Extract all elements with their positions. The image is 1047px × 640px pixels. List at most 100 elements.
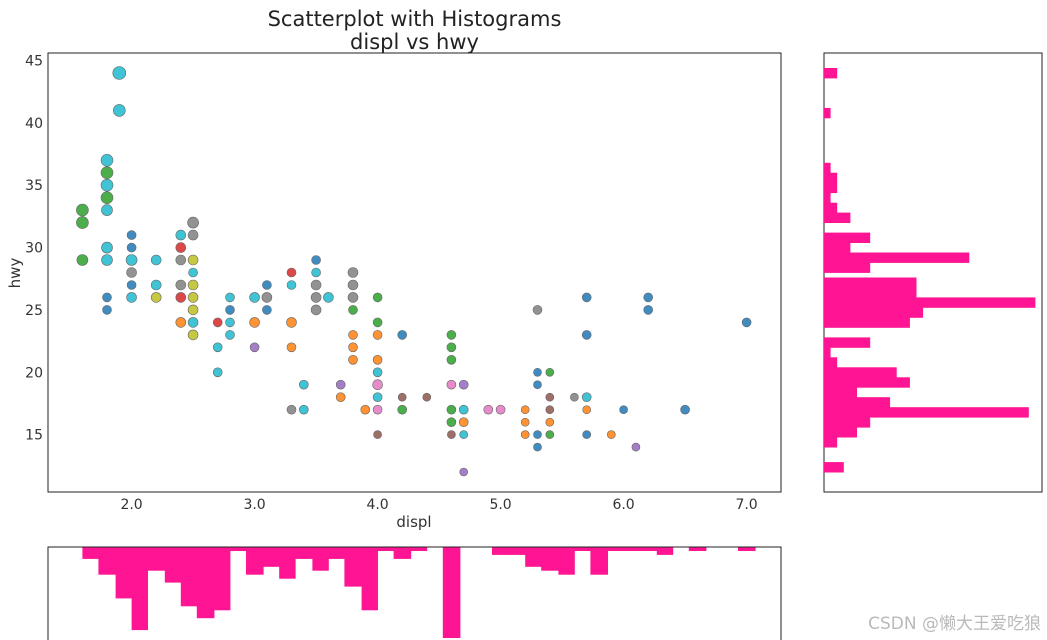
hwy-histogram-bar <box>824 407 1029 418</box>
scatter-point <box>100 166 114 179</box>
scatter-point <box>582 430 592 439</box>
scatter-point <box>631 442 641 452</box>
scatter-point <box>347 267 359 278</box>
scatter-point <box>76 216 89 229</box>
hwy-histogram-bar <box>824 462 844 473</box>
scatter-point <box>570 392 579 402</box>
scatter-point <box>76 203 89 217</box>
scatter-point <box>311 255 321 265</box>
displ-histogram-bar <box>263 547 280 567</box>
hwy-histogram-bars <box>824 68 1036 473</box>
displ-histogram-bar <box>492 547 510 555</box>
scatter-point <box>286 280 297 290</box>
hwy-histogram-bar <box>824 317 910 328</box>
scatter-point <box>126 267 137 278</box>
scatter-point <box>348 342 358 353</box>
displ-histogram-bar <box>656 547 674 555</box>
hwy-histogram-bar <box>824 182 838 194</box>
displ-histogram-bar <box>164 547 182 583</box>
scatter-point <box>372 354 383 365</box>
chart-title-line1: Scatterplot with Histograms <box>267 7 562 31</box>
scatter-point <box>581 330 592 340</box>
displ-histogram-bar <box>328 547 345 559</box>
hwy-histogram-bar <box>824 377 910 388</box>
scatter-point <box>446 330 457 340</box>
displ-histogram-bar <box>442 547 461 638</box>
scatter-point <box>102 305 112 315</box>
displ-histogram-bar <box>214 547 231 611</box>
scatter-point <box>397 404 408 415</box>
scatter-point <box>348 354 358 365</box>
scatter-point <box>348 305 358 315</box>
displ-histogram-bar <box>607 547 624 551</box>
scatter-point <box>447 430 456 439</box>
scatter-point <box>458 379 469 390</box>
y-tick-label: 35 <box>25 178 43 194</box>
scatter-point <box>495 404 506 415</box>
scatter-point <box>249 317 260 328</box>
hwy-histogram-bar <box>824 232 871 243</box>
y-tick-label: 20 <box>25 365 43 381</box>
hwy-histogram-bar <box>824 437 838 448</box>
scatter-point <box>225 317 235 328</box>
x-tick-label: 2.0 <box>120 497 142 513</box>
scatter-point <box>175 279 187 291</box>
scatter-point <box>459 430 469 439</box>
y-tick-label: 15 <box>25 428 43 444</box>
scatter-point <box>310 292 322 303</box>
scatter-point <box>372 392 383 403</box>
scatter-point <box>101 204 113 216</box>
scatter-point <box>347 279 359 291</box>
scatter-point <box>310 304 322 316</box>
hwy-histogram-bar <box>824 427 857 438</box>
scatter-point <box>372 404 383 415</box>
displ-histogram-bar <box>147 547 166 571</box>
scatter-point <box>446 342 457 353</box>
hwy-histogram-bar <box>824 277 917 288</box>
scatter-point <box>100 154 114 167</box>
x-tick-label: 4.0 <box>366 497 388 513</box>
scatter-point <box>101 241 113 254</box>
scatter-point <box>225 292 235 303</box>
scatter-point <box>545 430 555 439</box>
y-tick-labels: 15 20 25 30 35 40 45 <box>25 54 43 444</box>
scatter-point <box>372 367 383 378</box>
displ-histogram-bar <box>344 547 362 587</box>
y-tick-label: 30 <box>25 241 43 257</box>
hwy-histogram-bar <box>824 347 831 358</box>
scatter-point <box>533 430 542 439</box>
scatter-point <box>619 405 628 415</box>
scatter-point <box>262 280 272 290</box>
x-tick-label: 5.0 <box>489 497 511 513</box>
scatter-point <box>360 404 371 415</box>
scatter-point <box>373 430 382 439</box>
watermark: CSDN @懒大王爱吃狼 <box>868 614 1041 634</box>
scatter-point <box>100 178 114 192</box>
scatter-point <box>545 405 555 415</box>
scatter-point <box>249 342 260 353</box>
scatter-point <box>187 304 199 316</box>
displ-histogram-bar <box>82 547 99 559</box>
scatter-point <box>741 317 752 328</box>
y-tick-label: 45 <box>25 54 43 70</box>
scatter-point <box>212 342 223 353</box>
displ-histogram-bar <box>279 547 296 579</box>
scatter-point <box>458 417 469 428</box>
scatter-point <box>125 254 138 266</box>
scatter-point <box>187 216 199 229</box>
scatter-point <box>520 405 530 415</box>
displ-histogram-bar <box>623 547 640 551</box>
displ-histogram-bar <box>295 547 313 559</box>
scatter-point <box>187 254 199 266</box>
scatter-point <box>102 292 112 303</box>
scatter-point <box>175 254 187 266</box>
hwy-histogram-bar <box>824 417 871 428</box>
scatter-point <box>225 330 235 340</box>
scatter-point <box>101 254 113 266</box>
x-tick-label: 3.0 <box>243 497 265 513</box>
hwy-histogram-bar <box>824 172 838 184</box>
scatter-point <box>446 379 457 390</box>
scatter-point <box>175 229 187 241</box>
